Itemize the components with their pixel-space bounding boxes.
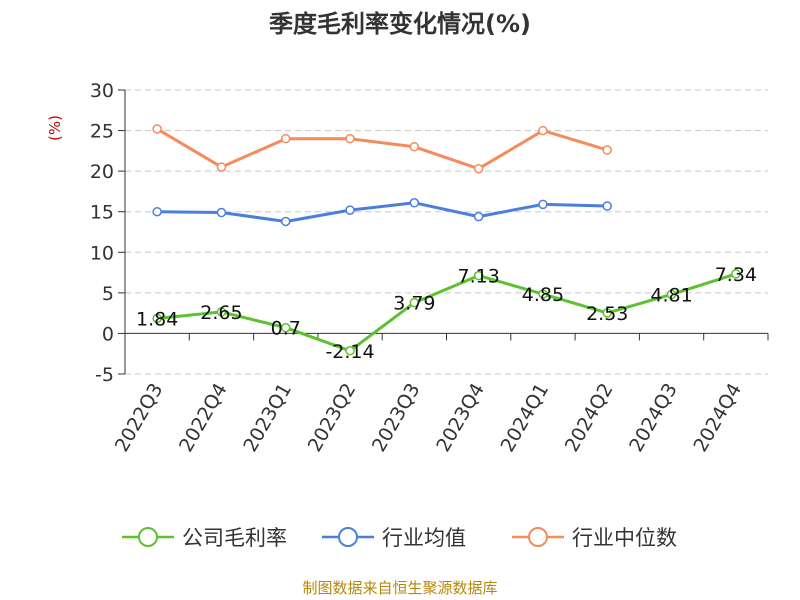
data-label: 7.13 [457, 266, 499, 288]
legend-label: 行业均值 [382, 526, 466, 550]
x-tick-label: 2023Q4 [432, 380, 489, 456]
data-labels: 1.84 2.65 0.7 -2.14 3.79 7.13 4.85 2.53 4.81 7.34 [136, 264, 757, 363]
legend-swatch-marker [528, 527, 548, 547]
series-line [157, 272, 737, 353]
series-1 [152, 198, 612, 227]
data-label: 2.65 [200, 302, 242, 324]
x-tick-label: 2024Q2 [561, 380, 618, 456]
x-tick-label: 2023Q3 [368, 380, 425, 456]
x-tick-label: 2023Q1 [239, 380, 296, 456]
data-point[interactable] [602, 145, 612, 155]
series-2 [152, 124, 612, 174]
data-point[interactable] [602, 201, 612, 211]
legend-item[interactable]: 行业均值 [322, 526, 466, 550]
legend-label: 公司毛利率 [182, 526, 287, 550]
data-point[interactable] [345, 346, 355, 356]
data-point[interactable] [473, 211, 484, 222]
x-tick-label: 2024Q4 [689, 380, 746, 456]
data-label: 0.7 [271, 318, 301, 340]
y-tick-label: 25 [90, 121, 114, 143]
legend-item[interactable]: 行业中位数 [512, 526, 677, 550]
series-line [156, 127, 608, 171]
y-tick-label: 5 [102, 283, 114, 305]
x-tick-label: 2023Q2 [304, 380, 361, 456]
data-label: 3.79 [393, 293, 435, 315]
data-point[interactable] [345, 133, 355, 144]
data-point[interactable] [473, 163, 484, 174]
y-unit-label: (%) [46, 115, 64, 141]
y-tick-label: 10 [90, 242, 114, 264]
x-tick-label: 2024Q1 [497, 380, 554, 456]
data-point[interactable] [152, 206, 162, 217]
y-tick-label: 20 [90, 161, 114, 183]
data-point[interactable] [538, 199, 548, 210]
x-tick-label: 2022Q4 [175, 380, 232, 456]
data-point[interactable] [602, 308, 612, 318]
data-label: 7.34 [715, 264, 757, 286]
data-point[interactable] [409, 198, 420, 208]
data-label: 4.85 [522, 284, 564, 306]
source-note: 制图数据来自恒生聚源数据库 [302, 579, 497, 597]
data-point[interactable] [409, 297, 420, 308]
x-tick-label: 2022Q3 [111, 380, 168, 456]
legend-swatch-marker [338, 527, 358, 547]
legend[interactable]: 公司毛利率 行业均值 行业中位数 [122, 526, 677, 550]
legend-item[interactable]: 公司毛利率 [122, 526, 287, 550]
series-0 [152, 269, 741, 356]
data-point[interactable] [216, 307, 227, 317]
data-point[interactable] [281, 216, 291, 227]
data-point[interactable] [281, 133, 291, 144]
data-point[interactable] [345, 205, 355, 215]
y-tick-label: -5 [95, 364, 114, 386]
series-line [157, 201, 608, 223]
axes [118, 89, 769, 375]
data-point[interactable] [409, 142, 420, 152]
x-tick-labels: 2022Q3 2022Q4 2023Q1 2023Q2 2023Q3 2023Q4 2024… [111, 380, 746, 456]
data-label: 2.53 [586, 303, 628, 325]
data-point[interactable] [473, 270, 484, 281]
y-tick-label: 15 [90, 202, 114, 224]
data-point[interactable] [666, 289, 677, 300]
y-tick-labels: -5 0 5 10 15 20 25 30 [90, 80, 114, 386]
series-lines [152, 124, 741, 356]
data-point[interactable] [731, 269, 741, 279]
y-tick-label: 30 [90, 80, 114, 102]
chart-title: 季度毛利率变化情况(%) [269, 10, 531, 38]
data-point[interactable] [216, 207, 227, 218]
data-point[interactable] [216, 162, 227, 172]
data-label: 4.81 [650, 284, 692, 306]
data-point[interactable] [281, 322, 291, 333]
grid [125, 89, 768, 375]
data-point[interactable] [538, 125, 548, 136]
data-point[interactable] [152, 313, 162, 324]
data-label: -2.14 [325, 341, 374, 363]
legend-label: 行业中位数 [572, 526, 677, 550]
legend-swatch-marker [138, 527, 158, 547]
y-tick-label: 0 [102, 323, 114, 345]
data-point[interactable] [152, 124, 162, 134]
data-point[interactable] [538, 289, 548, 299]
x-tick-label: 2024Q3 [625, 380, 682, 456]
data-label: 1.84 [136, 308, 178, 330]
